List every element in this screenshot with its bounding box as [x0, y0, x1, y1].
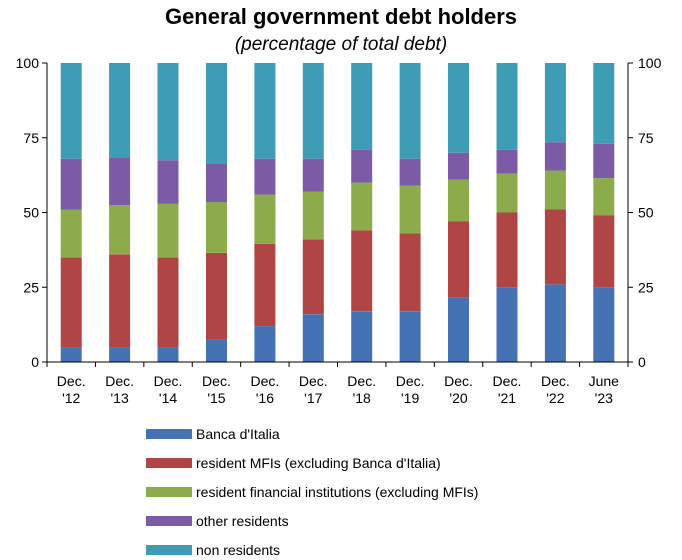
- bar-segment-4-9: [496, 63, 518, 150]
- x-tick-label-2: Dec. '14: [154, 373, 183, 406]
- bar-segment-1-9: [496, 212, 518, 288]
- y-tick-label-left: 0: [31, 354, 39, 370]
- bar-segment-2-7: [399, 185, 421, 234]
- x-tick-label-6: Dec. '18: [347, 373, 376, 406]
- y-tick-label-right: 50: [638, 205, 654, 221]
- bar-segment-3-2: [157, 160, 179, 204]
- y-tick-label-left: 75: [23, 130, 39, 146]
- bar-segment-2-11: [593, 178, 615, 216]
- chart-subtitle: (percentage of total debt): [234, 34, 448, 55]
- bar-segment-3-8: [448, 152, 469, 180]
- legend-swatch: [146, 545, 192, 555]
- y-tick-label-right: 75: [638, 130, 654, 146]
- bar-segment-2-2: [157, 203, 179, 258]
- bar-segment-3-1: [109, 157, 131, 205]
- bar-segment-4-0: [60, 63, 82, 159]
- bar-segment-3-3: [206, 163, 227, 203]
- bar-segment-2-10: [544, 170, 566, 210]
- bar-segment-3-10: [544, 142, 566, 171]
- legend-label: resident financial institutions (excludi…: [196, 484, 479, 500]
- x-tick-label-0: Dec. '12: [57, 373, 86, 406]
- bar-segment-2-4: [254, 194, 276, 244]
- bar-segment-1-3: [206, 252, 227, 340]
- bar-segment-0-10: [544, 284, 566, 362]
- stacked-bar-chart: 0 0 25 25 50 50 75 75 100 100 Dec. '12 Dec. '13 Dec. '1…: [16, 55, 662, 406]
- bar-segment-1-0: [60, 257, 82, 348]
- y-tick-label-left: 100: [16, 55, 40, 71]
- bar-segment-1-2: [157, 257, 179, 348]
- legend-label: other residents: [196, 513, 289, 529]
- bar-segment-1-1: [109, 254, 131, 348]
- bar-segment-0-5: [302, 314, 324, 362]
- bar-segment-1-6: [351, 230, 373, 312]
- chart-title: General government debt holders: [164, 4, 518, 29]
- y-tick-label-right: 0: [638, 354, 646, 370]
- bar-segment-3-7: [399, 158, 421, 186]
- x-tick-label-4: Dec. '16: [250, 373, 279, 406]
- bar-segment-2-8: [448, 179, 469, 222]
- legend-label: non residents: [196, 542, 281, 558]
- bar-segment-1-5: [302, 239, 324, 315]
- bar-segment-0-4: [254, 326, 276, 362]
- bar-segment-4-7: [399, 63, 421, 159]
- bar-segment-0-8: [448, 297, 469, 362]
- bar-segment-1-7: [399, 233, 421, 312]
- x-tick-label-8: Dec. '20: [444, 373, 473, 406]
- bar-segment-4-10: [544, 63, 566, 143]
- legend-swatch: [146, 458, 192, 468]
- bar-segment-1-11: [593, 215, 615, 288]
- bar-segment-4-1: [109, 63, 131, 158]
- bar-segment-4-3: [206, 63, 227, 164]
- bar-segment-4-11: [593, 63, 615, 144]
- legend-label: Banca d'Italia: [196, 426, 280, 442]
- bar-segment-0-11: [593, 287, 615, 363]
- bar-segment-0-3: [206, 339, 227, 362]
- y-tick-label-right: 25: [638, 279, 654, 295]
- bar-segment-3-4: [254, 158, 276, 195]
- bar-segment-2-9: [496, 173, 518, 213]
- legend-swatch: [146, 429, 192, 439]
- bar-segment-3-11: [593, 143, 615, 179]
- bar-segment-0-7: [399, 311, 421, 362]
- bar-segment-0-6: [351, 311, 373, 362]
- y-tick-label-left: 25: [23, 279, 39, 295]
- bar-segment-2-6: [351, 182, 373, 231]
- bar-segment-3-5: [302, 158, 324, 192]
- bar-segment-1-8: [448, 221, 469, 298]
- legend-swatch: [146, 516, 192, 526]
- bar-segment-2-0: [60, 209, 82, 258]
- x-tick-label-3: Dec. '15: [202, 373, 231, 406]
- y-tick-label-right: 100: [638, 55, 662, 71]
- bar-segment-3-0: [60, 158, 82, 210]
- x-tick-label-10: Dec. '22: [541, 373, 570, 406]
- bar-segment-1-10: [544, 209, 566, 285]
- bar-segment-0-2: [157, 347, 179, 362]
- x-tick-label-5: Dec. '17: [299, 373, 328, 406]
- bar-segment-2-5: [302, 191, 324, 240]
- bar-segment-4-8: [448, 63, 469, 153]
- bar-segment-0-1: [109, 347, 131, 362]
- bar-segment-3-6: [351, 149, 373, 183]
- bar-segment-0-0: [60, 347, 82, 362]
- bar-segment-4-2: [157, 63, 179, 161]
- bar-segment-4-4: [254, 63, 276, 159]
- x-tick-label-1: Dec. '13: [105, 373, 134, 406]
- bar-segment-1-4: [254, 243, 276, 327]
- x-tick-label-7: Dec. '19: [396, 373, 425, 406]
- bar-segment-4-6: [351, 63, 373, 150]
- x-tick-label-9: Dec. '21: [493, 373, 522, 406]
- bar-segment-2-3: [206, 202, 227, 253]
- bar-segment-0-9: [496, 287, 518, 363]
- bar-segment-2-1: [109, 205, 131, 255]
- x-tick-label-11: June '23: [589, 373, 620, 406]
- legend-swatch: [146, 487, 192, 497]
- bar-segment-4-5: [302, 63, 324, 159]
- y-tick-label-left: 50: [23, 205, 39, 221]
- legend-label: resident MFIs (excluding Banca d'Italia): [196, 455, 441, 471]
- bar-segment-3-9: [496, 149, 518, 174]
